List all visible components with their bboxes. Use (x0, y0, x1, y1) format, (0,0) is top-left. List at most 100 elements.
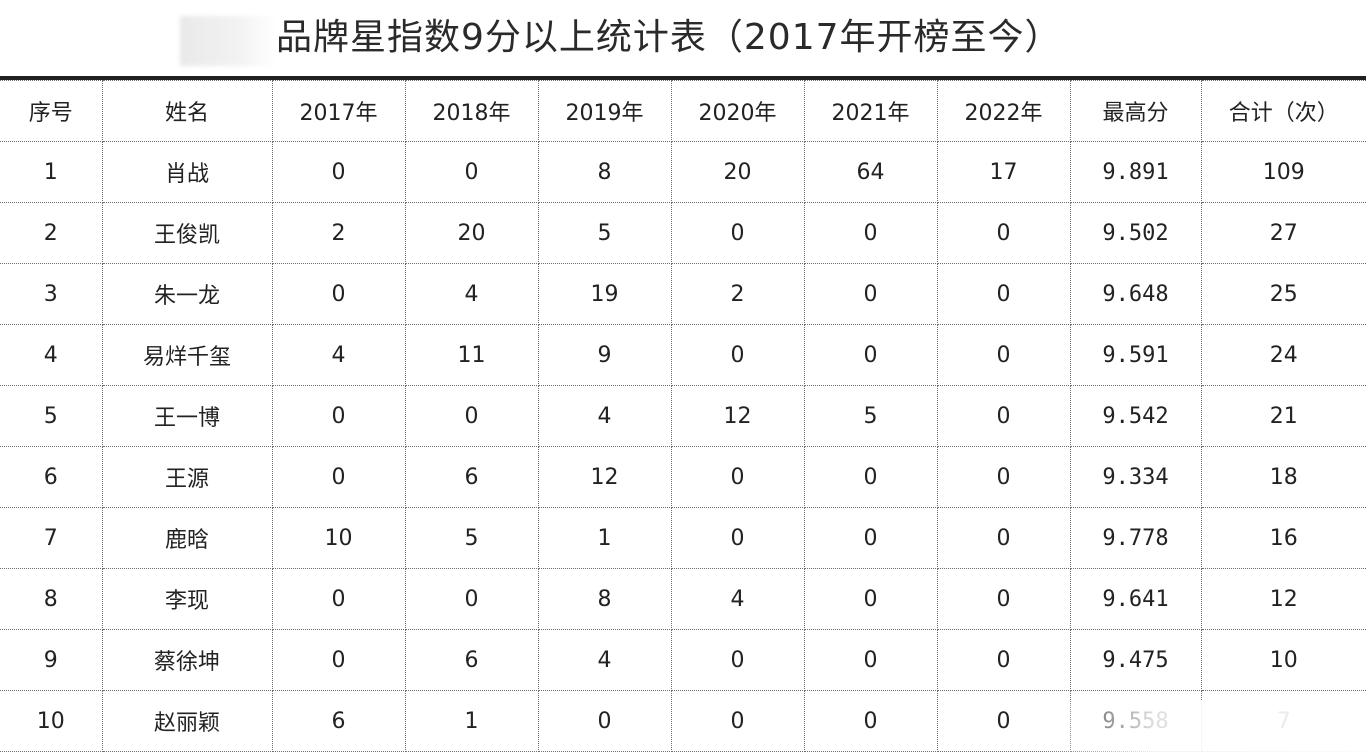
table-row: 10 赵丽颖 6 1 0 0 0 0 9.558 7 (0, 690, 1366, 752)
title-bar: 品牌星指数9分以上统计表（2017年开榜至今） (0, 0, 1366, 78)
year-count-cell: 0 (936, 202, 1071, 264)
year-count-cell: 20 (670, 141, 805, 203)
name-cell: 朱一龙 (101, 263, 273, 325)
stats-table: 序号 姓名 2017年 2018年 2019年 2020年 2021年 2022年 最高分 合计（… (0, 80, 1366, 752)
name-cell: 蔡徐坤 (101, 629, 273, 691)
year-count-cell: 4 (670, 568, 805, 630)
year-count-cell: 0 (271, 263, 406, 325)
year-count-cell: 0 (670, 690, 805, 752)
year-count-cell: 0 (936, 324, 1071, 386)
total-cell: 18 (1200, 446, 1366, 508)
rank-cell: 5 (0, 385, 103, 447)
table-row: 5 王一博 0 0 4 12 5 0 9.542 21 (0, 385, 1366, 447)
name-cell: 王源 (101, 446, 273, 508)
rank-cell: 8 (0, 568, 103, 630)
year-count-cell: 0 (803, 568, 938, 630)
name-cell: 李现 (101, 568, 273, 630)
year-count-cell: 5 (537, 202, 672, 264)
total-cell: 10 (1200, 629, 1366, 691)
max-score-cell: 9.334 (1069, 446, 1202, 508)
rank-cell: 1 (0, 141, 103, 203)
max-score-cell: 9.542 (1069, 385, 1202, 447)
year-count-cell: 12 (537, 446, 672, 508)
max-score-cell: 9.558 (1069, 690, 1202, 752)
rank-cell: 9 (0, 629, 103, 691)
total-cell: 109 (1200, 141, 1366, 203)
year-count-cell: 9 (537, 324, 672, 386)
year-count-cell: 6 (404, 629, 539, 691)
table-body: 1 肖战 0 0 8 20 64 17 9.891 109 2 王俊凯 2 20 5 0 0 0 9.502 27 3 朱… (0, 141, 1366, 752)
year-count-cell: 2 (670, 263, 805, 325)
year-count-cell: 0 (803, 507, 938, 569)
column-header: 序号 (0, 80, 103, 142)
year-count-cell: 12 (670, 385, 805, 447)
year-count-cell: 4 (537, 629, 672, 691)
table-row: 3 朱一龙 0 4 19 2 0 0 9.648 25 (0, 263, 1366, 325)
year-count-cell: 0 (271, 629, 406, 691)
year-count-cell: 0 (936, 446, 1071, 508)
table-row: 1 肖战 0 0 8 20 64 17 9.891 109 (0, 141, 1366, 203)
table-row: 8 李现 0 0 8 4 0 0 9.641 12 (0, 568, 1366, 630)
year-count-cell: 64 (803, 141, 938, 203)
year-count-cell: 20 (404, 202, 539, 264)
year-count-cell: 1 (537, 507, 672, 569)
year-count-cell: 0 (404, 385, 539, 447)
year-count-cell: 8 (537, 141, 672, 203)
max-score-cell: 9.648 (1069, 263, 1202, 325)
year-count-cell: 0 (670, 446, 805, 508)
column-header: 2019年 (537, 80, 672, 142)
rank-cell: 4 (0, 324, 103, 386)
year-count-cell: 0 (670, 629, 805, 691)
name-cell: 易烊千玺 (101, 324, 273, 386)
year-count-cell: 0 (670, 202, 805, 264)
year-count-cell: 0 (404, 141, 539, 203)
year-count-cell: 0 (803, 202, 938, 264)
max-score-cell: 9.475 (1069, 629, 1202, 691)
year-count-cell: 10 (271, 507, 406, 569)
name-cell: 鹿晗 (101, 507, 273, 569)
year-count-cell: 4 (404, 263, 539, 325)
year-count-cell: 0 (936, 690, 1071, 752)
rank-cell: 10 (0, 690, 103, 752)
column-header: 2017年 (271, 80, 406, 142)
total-cell: 27 (1200, 202, 1366, 264)
year-count-cell: 8 (537, 568, 672, 630)
year-count-cell: 0 (271, 446, 406, 508)
name-cell: 肖战 (101, 141, 273, 203)
name-cell: 王一博 (101, 385, 273, 447)
page-title: 品牌星指数9分以上统计表（2017年开榜至今） (276, 17, 1062, 58)
year-count-cell: 0 (936, 629, 1071, 691)
year-count-cell: 0 (803, 690, 938, 752)
name-cell: 赵丽颖 (101, 690, 273, 752)
year-count-cell: 0 (936, 263, 1071, 325)
max-score-cell: 9.591 (1069, 324, 1202, 386)
name-cell: 王俊凯 (101, 202, 273, 264)
table-row: 6 王源 0 6 12 0 0 0 9.334 18 (0, 446, 1366, 508)
year-count-cell: 0 (803, 629, 938, 691)
year-count-cell: 0 (271, 385, 406, 447)
year-count-cell: 0 (803, 324, 938, 386)
rank-cell: 6 (0, 446, 103, 508)
year-count-cell: 0 (670, 507, 805, 569)
total-cell: 12 (1200, 568, 1366, 630)
year-count-cell: 0 (936, 507, 1071, 569)
table-header-row: 序号 姓名 2017年 2018年 2019年 2020年 2021年 2022年 最高分 合计（… (0, 80, 1366, 142)
year-count-cell: 0 (537, 690, 672, 752)
total-cell: 7 (1200, 690, 1366, 752)
year-count-cell: 11 (404, 324, 539, 386)
year-count-cell: 0 (271, 141, 406, 203)
total-cell: 16 (1200, 507, 1366, 569)
title-divider (0, 76, 1366, 80)
year-count-cell: 4 (271, 324, 406, 386)
rank-cell: 2 (0, 202, 103, 264)
column-header: 合计（次） (1200, 80, 1366, 142)
total-cell: 24 (1200, 324, 1366, 386)
year-count-cell: 0 (936, 568, 1071, 630)
total-cell: 25 (1200, 263, 1366, 325)
year-count-cell: 19 (537, 263, 672, 325)
rank-cell: 3 (0, 263, 103, 325)
year-count-cell: 4 (537, 385, 672, 447)
rank-cell: 7 (0, 507, 103, 569)
year-count-cell: 6 (271, 690, 406, 752)
year-count-cell: 5 (803, 385, 938, 447)
